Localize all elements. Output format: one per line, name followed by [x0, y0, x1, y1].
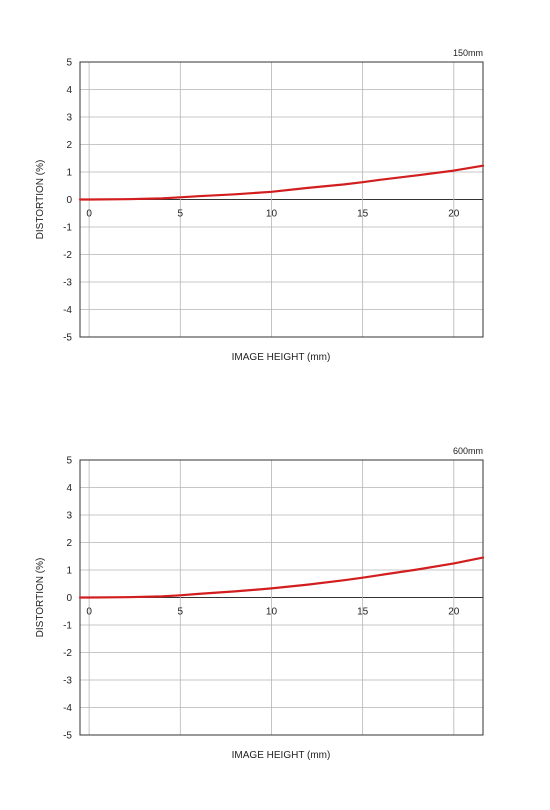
x-tick-label: 5: [178, 607, 184, 618]
y-tick-label: -2: [63, 648, 72, 659]
y-tick-label: 3: [66, 511, 72, 522]
y-tick-label: 1: [66, 566, 72, 577]
y-tick-label: 0: [66, 195, 72, 206]
y-tick-label: -5: [63, 731, 72, 742]
x-tick-label: 0: [86, 607, 92, 618]
y-tick-label: -1: [63, 223, 72, 234]
x-tick-label: 5: [178, 209, 184, 220]
chart-title: 600mm: [453, 446, 483, 456]
x-tick-label: 15: [357, 209, 369, 220]
y-tick-label: 2: [66, 538, 72, 549]
x-axis-label: IMAGE HEIGHT (mm): [232, 352, 331, 363]
x-tick-label: 10: [266, 607, 278, 618]
x-tick-label: 20: [448, 209, 460, 220]
x-tick-label: 15: [357, 607, 369, 618]
y-tick-label: -2: [63, 250, 72, 261]
y-tick-label: -3: [63, 278, 72, 289]
y-axis-label: DISTORTION (%): [35, 160, 46, 240]
y-tick-label: 4: [66, 85, 72, 96]
y-tick-label: -3: [63, 676, 72, 687]
y-tick-label: 2: [66, 140, 72, 151]
y-tick-label: 1: [66, 168, 72, 179]
y-tick-label: -5: [63, 333, 72, 344]
y-tick-label: -4: [63, 305, 72, 316]
chart-title: 150mm: [453, 48, 483, 58]
x-tick-label: 20: [448, 607, 460, 618]
y-axis-label: DISTORTION (%): [35, 558, 46, 638]
distortion-chart-150mm: 5 4 3 2 1 0 -1 -2 -3 -4 -5 0 5 10 15 20 150mm IMAGE HEIGH…: [0, 40, 550, 370]
y-tick-label: -4: [63, 703, 72, 714]
x-axis-label: IMAGE HEIGHT (mm): [232, 750, 331, 761]
y-tick-label: -1: [63, 621, 72, 632]
distortion-curve: [78, 556, 485, 599]
y-tick-label: 0: [66, 593, 72, 604]
x-tick-label: 0: [86, 209, 92, 220]
y-tick-label: 3: [66, 113, 72, 124]
y-tick-label: 5: [66, 456, 72, 467]
y-tick-label: 5: [66, 58, 72, 69]
distortion-chart-600mm: 5 4 3 2 1 0 -1 -2 -3 -4 -5 0 5 10 15 20 600mm IMAGE HEIGH…: [0, 438, 550, 768]
y-tick-label: 4: [66, 483, 72, 494]
distortion-curve: [78, 164, 485, 201]
x-tick-label: 10: [266, 209, 278, 220]
